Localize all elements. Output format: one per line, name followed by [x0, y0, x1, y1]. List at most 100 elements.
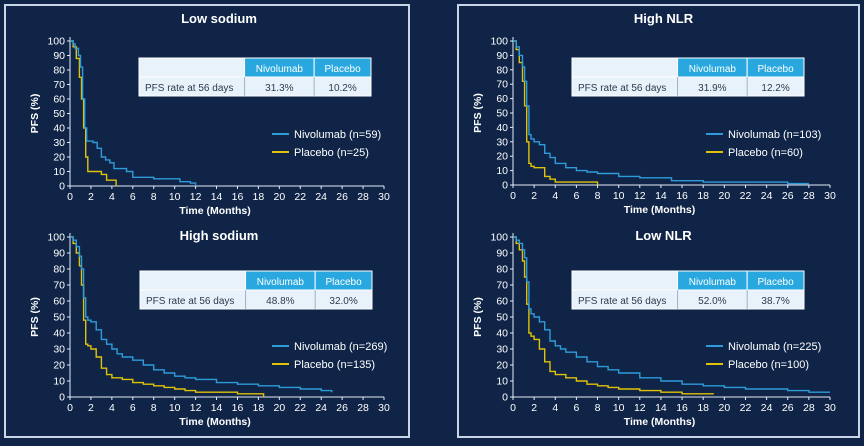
- low-nlr-x-tick-label: 28: [803, 402, 815, 414]
- high-sodium-x-tick-label: 12: [190, 402, 202, 414]
- low-sodium-x-tick-label: 28: [357, 191, 369, 203]
- high-nlr-x-tick-label: 12: [634, 190, 646, 202]
- low-sodium-table-nivolumab-value: 31.3%: [265, 83, 293, 94]
- low-sodium-x-axis-label: Time (Months): [179, 205, 251, 217]
- low-nlr-table-placebo-value: 38.7%: [761, 296, 789, 307]
- low-sodium-y-tick-label: 30: [53, 137, 65, 149]
- high-nlr-y-tick-label: 30: [496, 136, 508, 148]
- low-sodium-table-placebo-header: [313, 57, 372, 78]
- high-sodium-x-tick-label: 8: [151, 402, 157, 414]
- low-nlr-y-tick-label: 50: [496, 312, 508, 324]
- high-sodium-x-tick-label: 6: [130, 402, 136, 414]
- high-sodium-placebo-curve: [70, 236, 265, 397]
- low-nlr-x-tick-label: 4: [552, 402, 558, 414]
- high-nlr-x-tick-label: 6: [573, 190, 579, 202]
- high-nlr-table-nivolumab-value: 31.9%: [698, 83, 726, 94]
- high-sodium-x-tick-label: 18: [253, 402, 265, 414]
- high-nlr-x-tick-label: 8: [595, 190, 601, 202]
- low-nlr-x-tick-label: 30: [824, 402, 836, 414]
- low-sodium-table-placebo-value: 10.2%: [328, 83, 356, 94]
- high-nlr-x-tick-label: 22: [740, 190, 752, 202]
- low-nlr-x-tick-label: 20: [718, 402, 730, 414]
- high-sodium-x-tick-label: 16: [232, 402, 244, 414]
- low-nlr-table-placebo-header: [746, 270, 805, 291]
- high-sodium-y-tick-label: 50: [53, 312, 65, 324]
- high-nlr-table-placebo-header: [746, 57, 805, 78]
- high-nlr-y-tick-label: 10: [496, 165, 508, 177]
- low-sodium-table-col-placebo: Placebo: [325, 64, 362, 75]
- high-nlr-x-tick-label: 20: [718, 190, 730, 202]
- high-sodium-x-tick-label: 24: [315, 402, 327, 414]
- high-sodium-x-tick-label: 30: [378, 402, 390, 414]
- low-sodium-y-tick-label: 0: [59, 181, 65, 193]
- low-sodium-x-tick-label: 18: [253, 191, 265, 203]
- high-nlr-x-tick-label: 16: [676, 190, 688, 202]
- high-nlr-x-tick-label: 24: [761, 190, 773, 202]
- low-nlr-y-tick-label: 0: [502, 392, 508, 404]
- high-sodium-nivolumab-curve: [70, 236, 333, 393]
- low-sodium-placebo-curve: [70, 40, 117, 186]
- low-nlr-table-col-placebo: Placebo: [758, 277, 795, 288]
- low-sodium-y-tick-label: 50: [53, 108, 65, 120]
- high-nlr-y-tick-label: 60: [496, 93, 508, 105]
- high-nlr-x-tick-label: 18: [697, 190, 709, 202]
- low-nlr-table-nivolumab-value: 52.0%: [698, 296, 726, 307]
- high-nlr-x-axis-label: Time (Months): [624, 204, 696, 216]
- low-nlr-y-tick-label: 90: [496, 248, 508, 260]
- low-sodium-x-tick-label: 6: [130, 191, 136, 203]
- low-nlr-nivolumab-curve: [513, 236, 830, 393]
- low-sodium-title: Low sodium: [181, 11, 257, 26]
- low-sodium-legend-placebo-label: Placebo (n=25): [294, 147, 369, 159]
- low-nlr-x-tick-label: 2: [531, 402, 537, 414]
- low-sodium-x-tick-label: 16: [232, 191, 244, 203]
- high-sodium-y-tick-label: 80: [53, 264, 65, 276]
- high-sodium-table-nivolumab-value: 48.8%: [266, 296, 294, 307]
- low-nlr-y-tick-label: 10: [496, 376, 508, 388]
- low-nlr-table-row-label: PFS rate at 56 days: [578, 296, 666, 307]
- high-nlr-table-col-placebo: Placebo: [758, 64, 795, 75]
- low-nlr-y-tick-label: 60: [496, 296, 508, 308]
- low-sodium-x-tick-label: 26: [336, 191, 348, 203]
- low-sodium-x-tick-label: 14: [211, 191, 223, 203]
- low-sodium-x-tick-label: 0: [67, 191, 73, 203]
- low-sodium-x-tick-label: 24: [315, 191, 327, 203]
- low-nlr-x-tick-label: 6: [573, 402, 579, 414]
- high-nlr-y-tick-label: 40: [496, 122, 508, 134]
- high-sodium-title: High sodium: [180, 228, 259, 243]
- high-nlr-x-tick-label: 30: [824, 190, 836, 202]
- high-nlr-title: High NLR: [634, 11, 694, 26]
- low-nlr-x-tick-label: 26: [782, 402, 794, 414]
- high-nlr-y-tick-label: 20: [496, 151, 508, 163]
- high-sodium-y-tick-label: 10: [53, 376, 65, 388]
- high-nlr-legend-placebo-label: Placebo (n=60): [728, 147, 803, 159]
- left-panel-frame: [4, 4, 410, 438]
- high-sodium-y-tick-label: 40: [53, 328, 65, 340]
- low-nlr-y-tick-label: 20: [496, 360, 508, 372]
- low-sodium-y-tick-label: 70: [53, 79, 65, 91]
- high-sodium-x-tick-label: 22: [294, 402, 306, 414]
- low-sodium-x-tick-label: 2: [88, 191, 94, 203]
- low-sodium-y-tick-label: 10: [53, 166, 65, 178]
- low-sodium-y-tick-label: 90: [53, 50, 65, 62]
- high-sodium-x-tick-label: 10: [169, 402, 181, 414]
- high-sodium-table-row-label: PFS rate at 56 days: [146, 296, 234, 307]
- high-sodium-y-tick-label: 90: [53, 248, 65, 260]
- high-nlr-x-tick-label: 26: [782, 190, 794, 202]
- high-sodium-table-placebo-value: 32.0%: [329, 296, 357, 307]
- low-sodium-x-tick-label: 8: [151, 191, 157, 203]
- low-nlr-x-tick-label: 12: [634, 402, 646, 414]
- high-sodium-y-tick-label: 30: [53, 344, 65, 356]
- high-sodium-y-tick-label: 100: [47, 232, 65, 244]
- low-nlr-placebo-curve: [513, 236, 714, 395]
- low-nlr-x-tick-label: 10: [613, 402, 625, 414]
- low-sodium-table-col-nivolumab: Nivolumab: [256, 64, 304, 75]
- low-sodium-x-tick-label: 30: [378, 191, 390, 203]
- high-sodium-x-tick-label: 20: [273, 402, 285, 414]
- high-nlr-y-tick-label: 50: [496, 108, 508, 120]
- high-nlr-placebo-curve: [513, 40, 599, 185]
- low-nlr-y-tick-label: 100: [490, 232, 508, 244]
- high-nlr-y-tick-label: 0: [502, 180, 508, 192]
- high-nlr-x-tick-label: 4: [552, 190, 558, 202]
- low-sodium-y-tick-label: 60: [53, 94, 65, 106]
- high-sodium-x-tick-label: 26: [336, 402, 348, 414]
